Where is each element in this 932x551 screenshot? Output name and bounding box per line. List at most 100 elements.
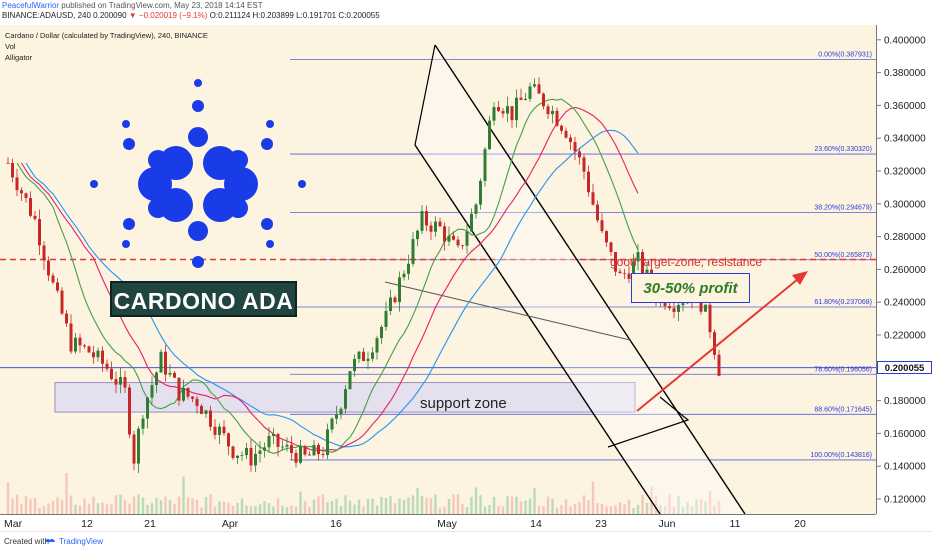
candle-body	[20, 190, 23, 194]
time-tick-label: Apr	[222, 518, 239, 530]
candle-body	[272, 434, 275, 436]
price-tick-label: 0.220000	[884, 331, 926, 342]
logo-dot	[159, 146, 193, 180]
volume-bar	[533, 488, 536, 514]
candle-body	[636, 252, 640, 262]
candle-body	[717, 354, 721, 376]
volume-bar	[150, 503, 154, 514]
candle-body	[119, 377, 122, 385]
candle-body	[384, 310, 388, 327]
candle-body	[483, 149, 487, 181]
volume-bar	[339, 505, 343, 514]
logo-dot	[203, 146, 237, 180]
volume-bar	[542, 506, 545, 514]
candle-body	[434, 221, 437, 232]
candle-body	[294, 452, 298, 463]
volume-bar	[438, 507, 442, 514]
footer: Created with TradingView	[0, 531, 932, 551]
fib-level-label: 78.60%(0.196056)	[814, 366, 872, 373]
candle-body	[218, 426, 221, 435]
volume-bar	[303, 500, 307, 514]
trendline	[384, 281, 631, 341]
candle-body	[456, 239, 460, 246]
candle-body	[488, 120, 491, 150]
open-value: 0.200090	[93, 11, 127, 20]
volume-bar	[389, 495, 392, 514]
candle-body	[407, 263, 410, 274]
candle-body	[447, 235, 451, 242]
volume-bar	[119, 494, 122, 514]
candle-body	[465, 231, 469, 246]
chart-plot-area[interactable]: 0.00%(0.387931) 23.60%(0.330320) 38.20%(0.…	[0, 25, 876, 514]
volume-bar	[182, 476, 185, 514]
target-zone-label: good target-zone, resistance	[610, 255, 763, 269]
candle-body	[281, 446, 284, 448]
candle-body	[29, 197, 32, 216]
price-tick-label: 0.240000	[884, 298, 926, 309]
price-tick-label: 0.320000	[884, 167, 926, 178]
logo-dot	[159, 188, 193, 222]
volume-bar	[87, 503, 91, 514]
candle-body	[366, 358, 370, 361]
volume-bar	[200, 507, 203, 514]
candle-body	[114, 379, 118, 385]
fib-level-label: 100.00%(0.143816)	[811, 452, 873, 459]
volume-bar	[213, 506, 217, 514]
candle-body	[65, 313, 68, 324]
candle-body	[510, 106, 514, 121]
volume-bar	[434, 494, 437, 514]
candle-body	[195, 398, 199, 406]
candle-body	[560, 125, 563, 131]
volume-bar	[416, 487, 419, 514]
candle-body	[258, 450, 262, 454]
candle-body	[524, 98, 527, 100]
volume-bar	[173, 503, 176, 514]
volume-bar	[96, 503, 100, 514]
chart-svg: 0.00%(0.387931) 23.60%(0.330320) 38.20%(0.…	[0, 44, 876, 514]
volume-bar	[663, 505, 667, 514]
candle-body	[344, 389, 347, 409]
candle-body	[618, 271, 622, 274]
volume-bar	[308, 506, 311, 514]
candle-body	[641, 252, 644, 275]
candle-body	[267, 435, 271, 448]
candle-body	[501, 111, 505, 114]
price-axis[interactable]: 0.4200000.4000000.3800000.3600000.340000…	[876, 25, 932, 514]
volume-bar	[497, 506, 500, 514]
change-value: ▼ −0.020019 (−9.1%)	[128, 11, 208, 20]
alligator-teeth-line	[21, 106, 639, 452]
legend-title: Cardano / Dollar (calculated by TradingV…	[5, 31, 208, 40]
volume-bar	[704, 501, 707, 514]
logo-dot	[192, 256, 204, 268]
legend-alligator: Alligator	[5, 53, 33, 62]
candle-body	[627, 273, 631, 279]
candle-body	[83, 345, 86, 347]
volume-bar	[290, 505, 293, 514]
volume-bar	[47, 503, 50, 514]
volume-bar	[357, 499, 361, 514]
time-axis[interactable]: Mar 12 21 Apr 16 May 14 23 Jun 11 20	[0, 514, 876, 532]
volume-bar	[6, 482, 10, 514]
candle-body	[681, 303, 685, 306]
tradingview-brand[interactable]: TradingView	[59, 537, 104, 546]
candle-body	[380, 326, 383, 339]
author-link[interactable]: PeacefulWarrior	[2, 1, 60, 10]
candle-body	[47, 260, 50, 276]
candle-body	[123, 377, 127, 388]
channel-fill	[415, 45, 745, 514]
volume-bar	[447, 499, 451, 514]
candle-body	[704, 304, 707, 312]
candle-body	[515, 97, 518, 121]
volume-bar	[209, 494, 212, 514]
volume-bar	[281, 505, 284, 514]
volume-bar	[164, 496, 167, 514]
volume-bar	[384, 498, 388, 514]
volume-bar	[627, 499, 631, 514]
logo-dot	[192, 100, 204, 112]
candle-body	[263, 447, 266, 451]
volume-bar	[708, 490, 712, 514]
price-tick-label: 0.340000	[884, 134, 926, 145]
candle-body	[474, 204, 478, 214]
volume-bar	[456, 494, 460, 514]
candle-body	[42, 245, 46, 261]
